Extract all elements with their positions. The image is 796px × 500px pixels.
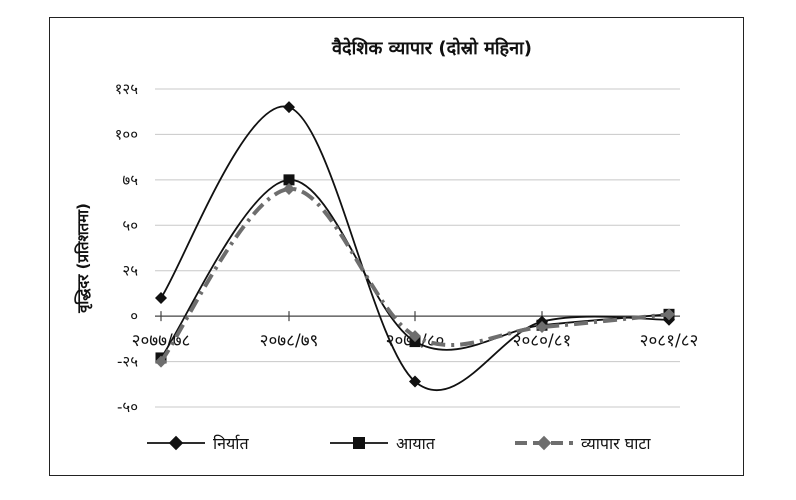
x-tick-label: २०८०/८१	[513, 331, 572, 351]
x-tick-label: २०७८/७९	[260, 331, 319, 351]
data-point	[409, 375, 421, 388]
legend: निर्यात आयात व्यापार घाटा	[147, 434, 651, 453]
chart-frame: वैदेशिक व्यापार (दोस्रो महिना) १२५ १०० ७५ ५…	[49, 17, 744, 476]
y-tick-label: १२५	[115, 80, 139, 98]
y-tick-label: ५०	[122, 216, 138, 234]
legend-marker	[536, 435, 552, 451]
chart-title: वैदेशिक व्यापार (दोस्रो महिना)	[331, 37, 532, 59]
data-point	[283, 182, 295, 195]
y-tick-label: ०	[130, 307, 138, 325]
series-line	[160, 178, 670, 359]
data-point	[663, 308, 675, 321]
y-axis-label: वृद्धिदर (प्रतिशतमा)	[74, 203, 93, 314]
x-tick-label: २०८१/८२	[640, 331, 699, 351]
legend-item: आयात	[330, 434, 436, 453]
chart-svg: वैदेशिक व्यापार (दोस्रो महिना) १२५ १०० ७५ ५…	[74, 37, 699, 453]
data-point	[283, 101, 295, 114]
series-line	[159, 186, 670, 363]
legend-label: निर्यात	[213, 434, 249, 453]
y-tick-label: -५०	[117, 398, 138, 416]
data-point	[409, 330, 421, 343]
legend-item: व्यापार घाटा	[515, 434, 651, 453]
y-axis-ticks: १२५ १०० ७५ ५० २५ ० -२५ -५०	[115, 80, 139, 416]
legend-label: आयात	[396, 434, 436, 453]
gridlines	[155, 88, 680, 408]
y-tick-label: १००	[115, 125, 138, 143]
y-tick-label: २५	[122, 262, 138, 280]
x-tick-label: २०७७/७८	[132, 331, 191, 351]
series-3	[155, 182, 675, 368]
data-point	[536, 321, 548, 334]
series-line	[160, 105, 670, 391]
legend-marker	[353, 437, 365, 449]
data-point	[155, 355, 167, 368]
legend-marker	[168, 435, 184, 451]
y-tick-label: ७५	[122, 171, 138, 189]
data-point	[283, 174, 295, 186]
y-tick-label: -२५	[117, 353, 138, 371]
legend-item: निर्यात	[147, 434, 249, 453]
series-layer	[155, 101, 675, 391]
data-point	[155, 291, 167, 304]
legend-label: व्यापार घाटा	[581, 434, 651, 453]
